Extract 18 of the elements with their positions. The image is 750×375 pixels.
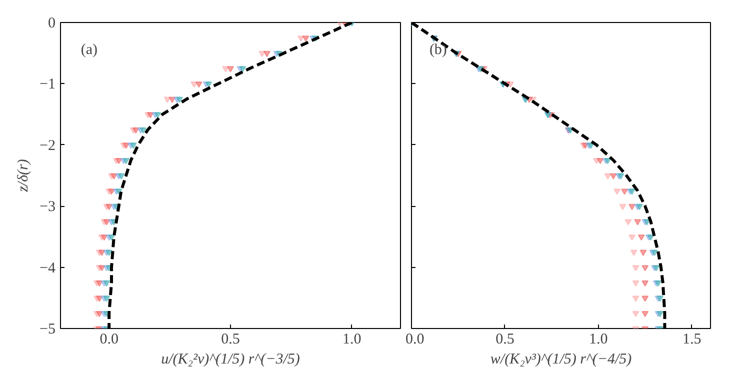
x-tick-label: 1.5 <box>682 332 702 348</box>
x-tick-label: 0.0 <box>100 332 118 348</box>
x-tick-label: 0.5 <box>496 332 514 348</box>
x-tick-label: 1.0 <box>589 332 608 348</box>
y-tick-label: 0 <box>48 16 56 32</box>
y-axis-title: z/δ(r) <box>16 159 32 193</box>
annotation: (b) <box>429 42 447 58</box>
y-tick-label: −4 <box>40 260 56 276</box>
x-tick-label: 0.0 <box>406 332 424 348</box>
y-tick-label: −1 <box>40 76 56 93</box>
annotation: (a) <box>80 42 98 58</box>
x-tick-label: 1.0 <box>342 332 362 348</box>
x-axis-title: w/(K₂ν³)^(1/5) r^(−4/5) <box>490 352 632 368</box>
x-axis-title: u/(K₂²ν)^(1/5) r^(−3/5) <box>161 352 300 368</box>
y-tick-label: −5 <box>40 322 56 338</box>
x-tick-label: 0.5 <box>221 332 240 348</box>
y-tick-label: −2 <box>40 138 56 154</box>
y-tick-label: −3 <box>40 199 56 216</box>
